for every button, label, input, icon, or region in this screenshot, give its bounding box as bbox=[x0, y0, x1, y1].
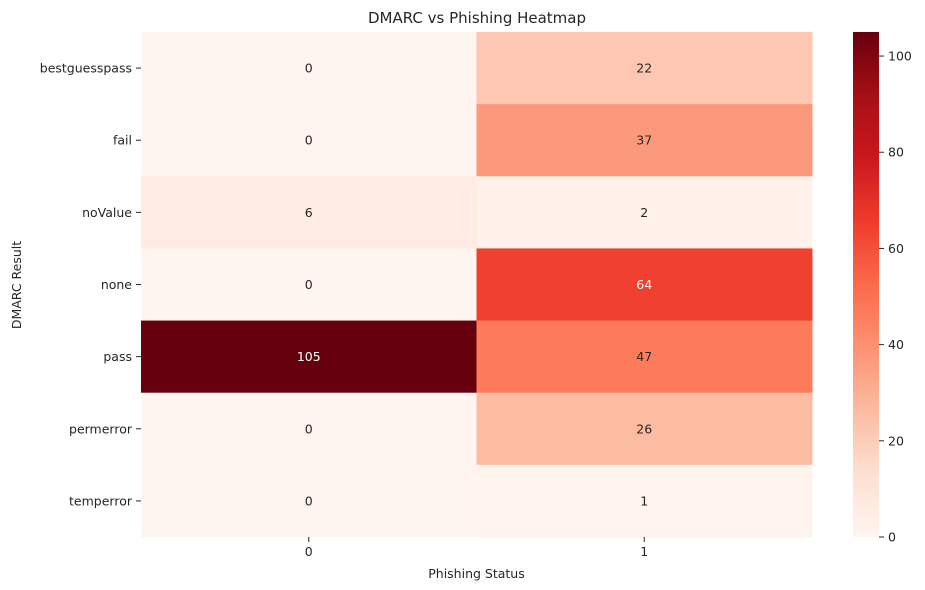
heatmap-cell bbox=[141, 392, 477, 466]
heatmap-cell bbox=[476, 464, 813, 538]
heatmap-cell bbox=[141, 320, 477, 394]
heatmap-cell bbox=[476, 392, 813, 466]
cell-value-label: 0 bbox=[305, 277, 313, 292]
cell-value-label: 0 bbox=[305, 133, 313, 148]
heatmap-cell bbox=[476, 320, 813, 394]
x-tick-label: 0 bbox=[305, 544, 313, 559]
y-tick-label: pass bbox=[103, 349, 132, 364]
y-tick-label: noValue bbox=[82, 205, 132, 220]
colorbar-tick-label: 80 bbox=[888, 145, 904, 160]
colorbar: 0 20 40 60 80 100 bbox=[853, 32, 912, 545]
x-axis-label: Phishing Status bbox=[428, 566, 525, 581]
heatmap-cell bbox=[141, 104, 477, 177]
chart-title: DMARC vs Phishing Heatmap bbox=[368, 9, 586, 27]
cell-value-label: 37 bbox=[636, 133, 652, 148]
y-tick-label: none bbox=[101, 277, 132, 292]
colorbar-gradient bbox=[853, 32, 879, 537]
y-tick-label: permerror bbox=[69, 421, 133, 436]
cell-value-label: 2 bbox=[640, 205, 648, 220]
heatmap-cells bbox=[141, 32, 813, 538]
heatmap-cell bbox=[141, 32, 477, 105]
cell-value-label: 0 bbox=[305, 493, 313, 508]
heatmap-cell bbox=[476, 248, 813, 322]
colorbar-tick-label: 60 bbox=[888, 241, 904, 256]
cell-value-label: 26 bbox=[636, 421, 652, 436]
cell-value-label: 0 bbox=[305, 421, 313, 436]
heatmap-cell bbox=[476, 104, 813, 177]
y-axis: bestguesspass fail noValue none pass permerro… bbox=[40, 61, 141, 508]
cell-value-label: 47 bbox=[636, 349, 652, 364]
colorbar-tick-label: 40 bbox=[888, 337, 904, 352]
cell-value-label: 6 bbox=[305, 205, 313, 220]
heatmap-cell bbox=[476, 32, 813, 105]
heatmap-cell bbox=[141, 464, 477, 538]
cell-value-label: 22 bbox=[636, 61, 652, 76]
y-tick-label: fail bbox=[113, 133, 132, 148]
cell-value-label: 64 bbox=[636, 277, 652, 292]
colorbar-tick-label: 0 bbox=[888, 530, 896, 545]
heatmap-cell bbox=[141, 248, 477, 322]
cell-value-label: 105 bbox=[297, 349, 321, 364]
y-tick-label: temperror bbox=[69, 493, 133, 508]
heatmap-cell-labels: 0 22 0 37 6 2 0 64 105 47 0 26 0 1 bbox=[297, 61, 652, 509]
y-tick-label: bestguesspass bbox=[40, 61, 132, 76]
cell-value-label: 1 bbox=[640, 493, 648, 508]
y-axis-label: DMARC Result bbox=[9, 241, 24, 329]
cell-value-label: 0 bbox=[305, 61, 313, 76]
heatmap-cell bbox=[476, 176, 813, 249]
colorbar-tick-label: 100 bbox=[888, 49, 912, 64]
heatmap-cell bbox=[141, 176, 477, 249]
colorbar-tick-label: 20 bbox=[888, 433, 904, 448]
x-tick-label: 1 bbox=[640, 544, 648, 559]
